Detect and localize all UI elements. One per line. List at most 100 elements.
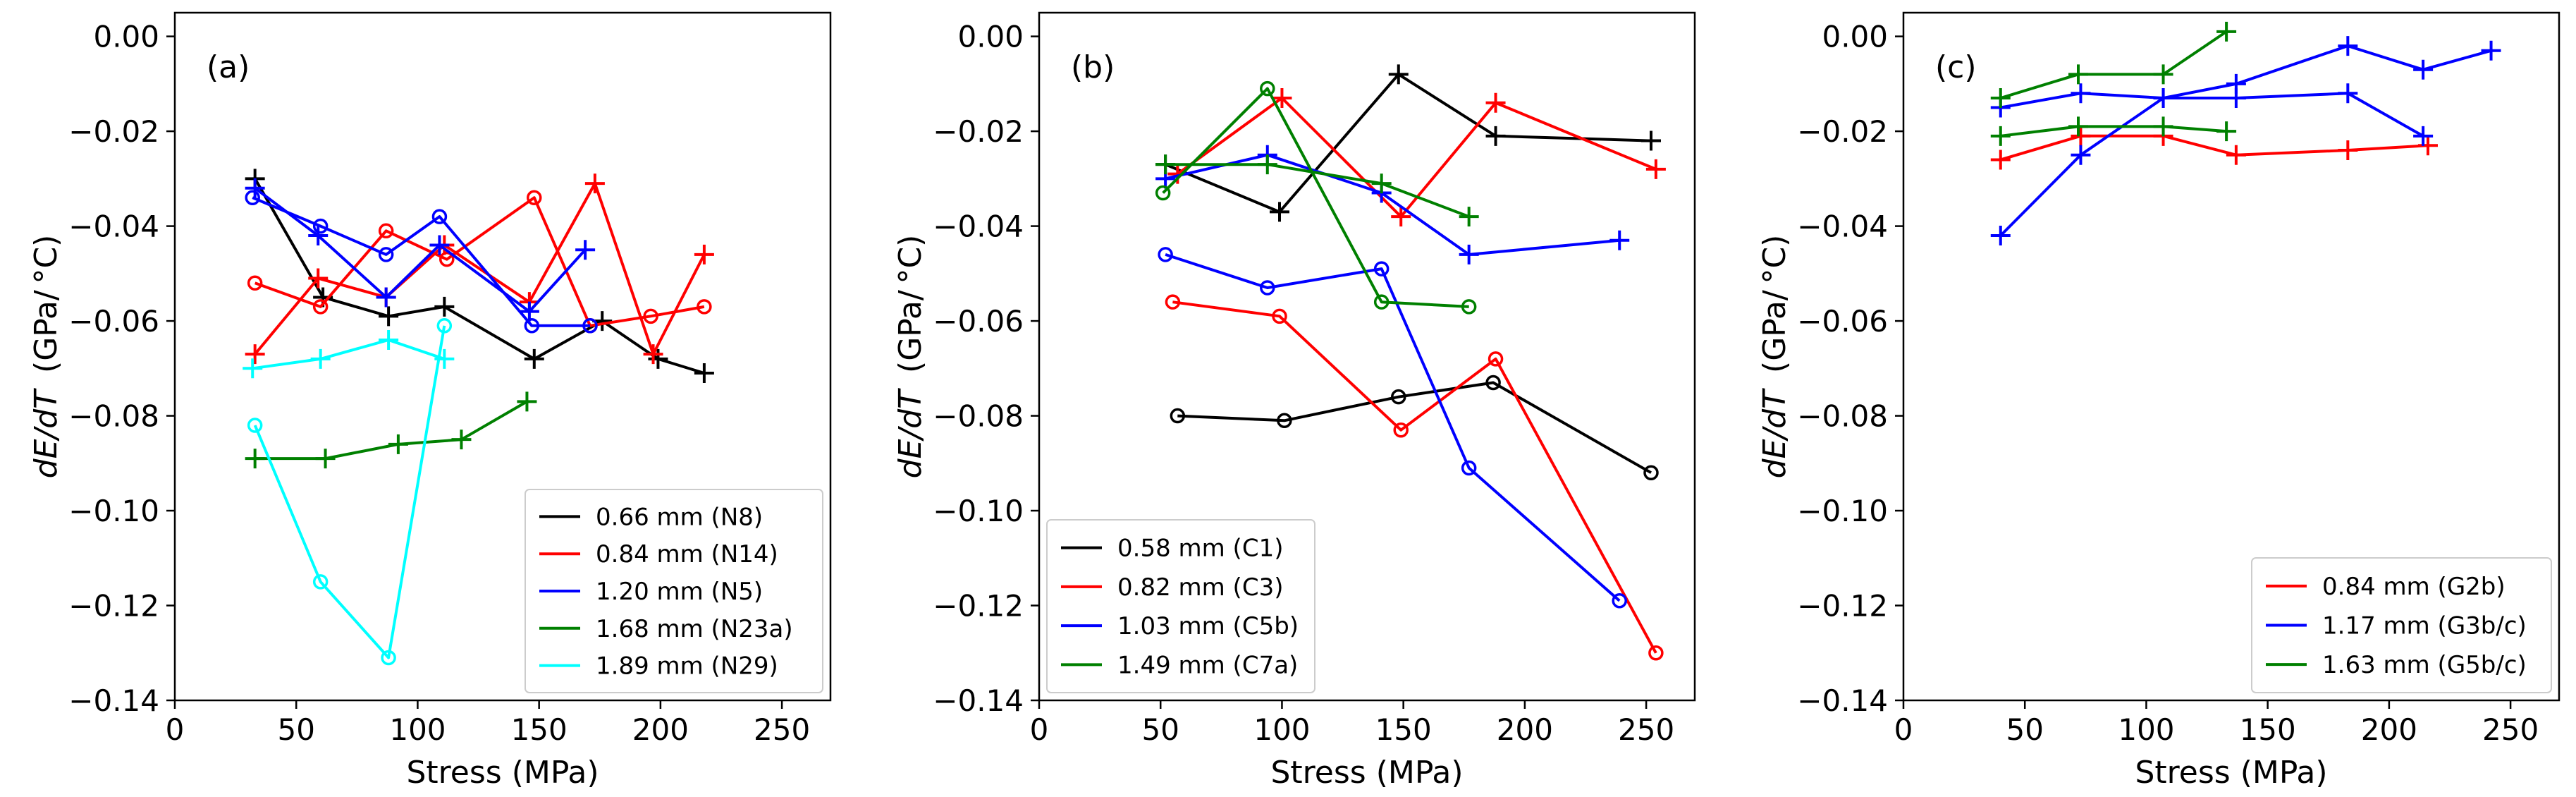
x-tick-label: 150 — [511, 712, 568, 747]
x-axis-title: Stress (MPa) — [406, 755, 599, 791]
data-point-plus — [2226, 73, 2246, 94]
data-point-circle — [312, 299, 329, 315]
data-point-plus — [429, 235, 450, 255]
data-point-circle — [1272, 308, 1287, 324]
series-line — [2000, 125, 2227, 138]
series-line — [254, 187, 587, 313]
data-point-plus — [1257, 154, 1277, 175]
y-axis-title: dE/dT (GPa/ °C) — [893, 235, 928, 479]
data-point-plus — [1990, 150, 2011, 170]
data-point-plus — [2068, 116, 2088, 137]
x-tick-label: 0 — [1030, 712, 1049, 747]
data-point-plus — [519, 301, 539, 322]
data-point-plus — [379, 306, 399, 327]
panel-label: (b) — [1071, 49, 1115, 85]
y-axis-title-unit: (GPa/ °C) — [1757, 235, 1793, 373]
series-line — [1172, 300, 1657, 654]
data-point-circle — [1155, 185, 1171, 201]
series-1-63-mm-g5b-c- — [1990, 21, 2237, 146]
data-point-circle — [527, 190, 542, 205]
series-line — [252, 339, 445, 370]
data-point-plus — [310, 348, 331, 369]
data-point-plus — [2068, 64, 2088, 85]
y-tick-label: −0.04 — [1797, 209, 1888, 244]
data-point-circle — [1373, 261, 1390, 276]
y-tick-label: −0.12 — [1797, 589, 1888, 623]
y-tick-label: −0.02 — [1797, 114, 1888, 149]
data-point-plus — [243, 358, 263, 379]
series-line — [1165, 163, 1470, 218]
legend-label: 0.84 mm (N14) — [596, 540, 778, 568]
data-point-circle — [1488, 351, 1504, 367]
panel-c: 0 50 100 150 200 250 −0.14 −0.12 −0.10 −0.08 −0.06… — [1757, 11, 2560, 791]
data-point-plus — [308, 268, 329, 288]
x-tick-label: 250 — [2482, 712, 2539, 747]
y-tick-label: −0.10 — [1797, 494, 1888, 528]
panel-b: 0 50 100 150 200 250 −0.14 −0.12 −0.10 −0.08 −0.06… — [893, 11, 1696, 791]
y-tick-label: −0.04 — [933, 209, 1024, 244]
data-point-circle — [378, 223, 394, 239]
y-tick-label: −0.06 — [68, 304, 159, 339]
legend-label: 1.89 mm (N29) — [596, 652, 778, 681]
data-point-circle — [1170, 408, 1186, 424]
data-point-circle — [1260, 280, 1275, 296]
y-tick-label: −0.08 — [68, 399, 159, 434]
x-tick-label: 250 — [1618, 712, 1674, 747]
data-point-circle — [378, 247, 394, 262]
x-tick-label: 0 — [1894, 712, 1913, 747]
data-point-circle — [436, 318, 453, 334]
data-point-plus — [1270, 202, 1289, 222]
data-point-plus — [1990, 126, 2011, 146]
data-point-plus — [2413, 126, 2434, 146]
data-point-circle — [1373, 294, 1390, 310]
data-point-circle — [245, 190, 260, 205]
data-point-circle — [247, 275, 263, 291]
data-point-plus — [2153, 64, 2173, 85]
y-tick-label: −0.02 — [68, 114, 159, 149]
data-point-plus — [1609, 230, 1630, 250]
data-point-circle — [312, 574, 329, 590]
data-point-circle — [1612, 593, 1627, 609]
x-axis-title: Stress (MPa) — [2135, 755, 2327, 791]
y-tick-label: −0.10 — [933, 494, 1024, 528]
data-point-circle — [1393, 422, 1409, 438]
series-line — [2000, 92, 2424, 138]
data-point-plus — [1990, 88, 2011, 109]
legend-label: 0.84 mm (G2b) — [2322, 573, 2506, 601]
y-tick-label: 0.00 — [957, 20, 1024, 54]
data-point-circle — [1485, 375, 1501, 391]
data-point-plus — [388, 434, 408, 454]
y-tick-label: −0.12 — [933, 589, 1024, 623]
data-point-plus — [575, 240, 596, 260]
data-point-plus — [1155, 154, 1176, 175]
data-point-circle — [1260, 80, 1275, 97]
data-point-plus — [2071, 145, 2091, 165]
legend: 0.66 mm (N8) 0.84 mm (N14) 1.20 mm (N5) 1.6… — [525, 489, 823, 693]
y-tick-label: 0.00 — [93, 20, 159, 54]
data-point-plus — [2413, 59, 2434, 80]
data-point-plus — [2071, 126, 2091, 146]
series-line — [2000, 30, 2228, 99]
y-axis-title-symbol: dE/dT — [1757, 388, 1793, 478]
data-point-plus — [1645, 159, 1666, 179]
data-point-plus — [2338, 36, 2358, 56]
data-point-plus — [1641, 130, 1661, 151]
data-point-plus — [2216, 121, 2237, 142]
y-axis-title-symbol: dE/dT — [28, 388, 64, 478]
data-point-circle — [1648, 645, 1664, 661]
data-point-plus — [2338, 140, 2358, 160]
data-point-plus — [524, 348, 544, 369]
data-point-circle — [1461, 460, 1477, 476]
series-line — [253, 178, 705, 375]
x-tick-label: 0 — [166, 712, 185, 747]
data-point-circle — [1158, 247, 1173, 262]
legend-box — [2251, 557, 2552, 693]
data-point-plus — [308, 226, 329, 246]
x-tick-label: 100 — [1253, 712, 1310, 747]
x-tick-label: 100 — [389, 712, 446, 747]
data-point-circle — [643, 308, 658, 324]
legend-label: 1.20 mm (N5) — [596, 578, 763, 606]
data-point-plus — [2481, 40, 2501, 61]
y-tick-label: −0.08 — [933, 399, 1024, 434]
